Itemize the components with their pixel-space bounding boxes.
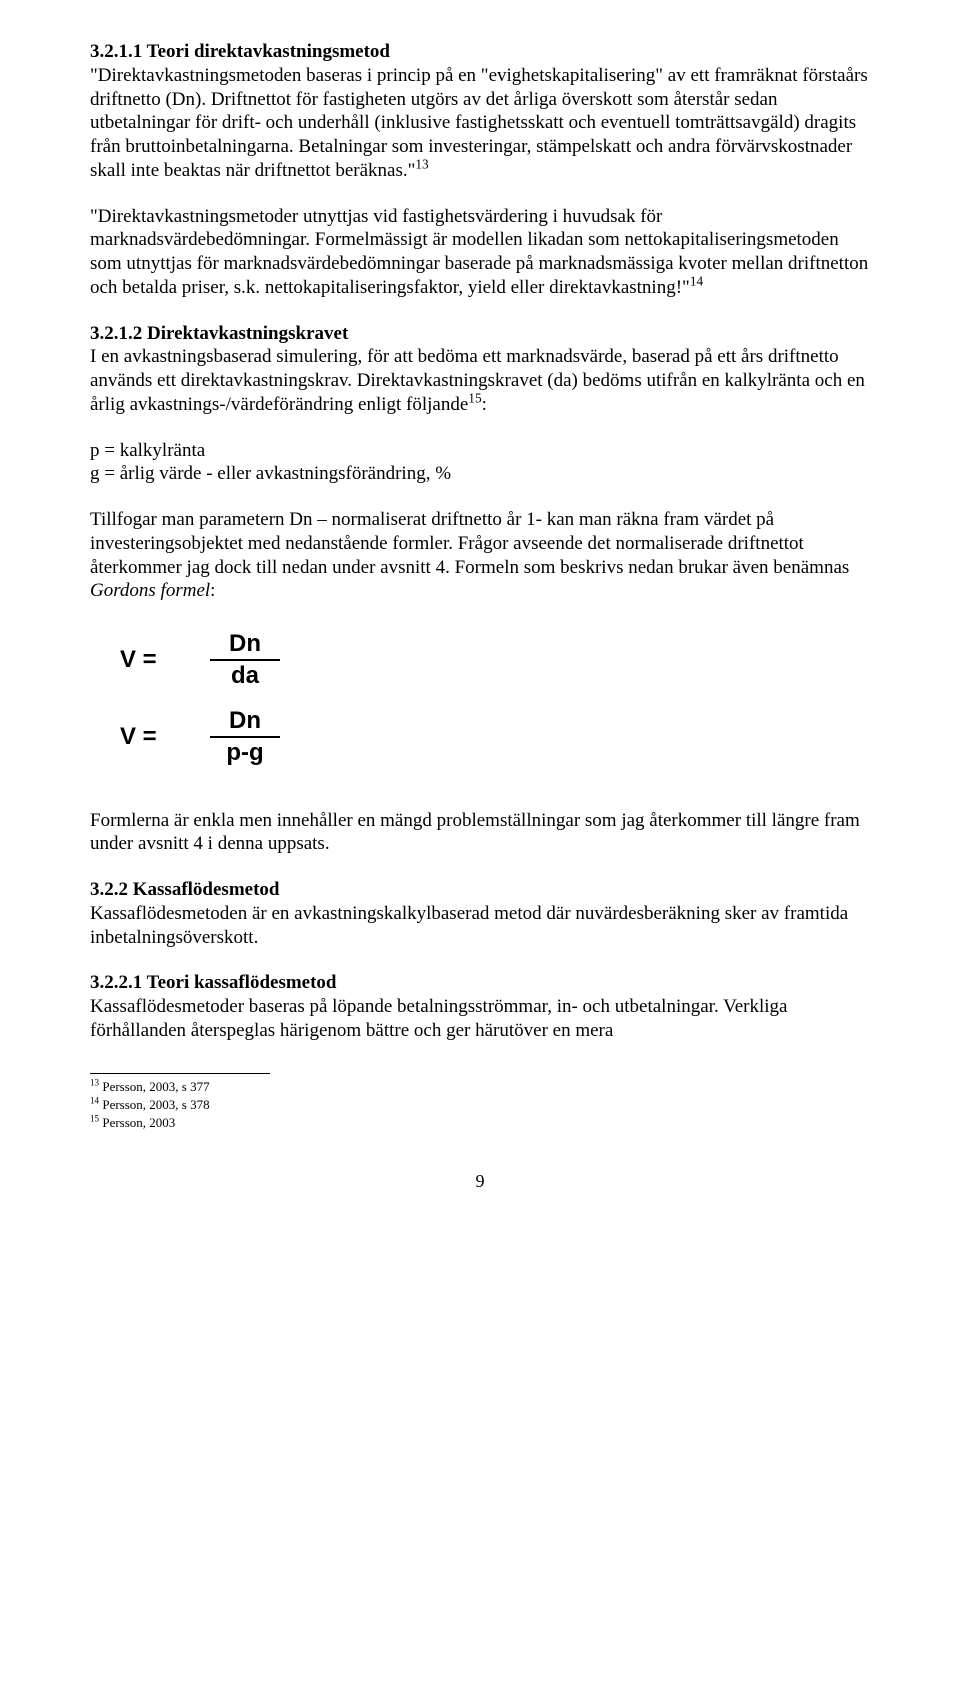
def-p: p = kalkylränta xyxy=(90,439,870,463)
text-italic: Gordons formel xyxy=(90,580,210,601)
formula-fraction: Dn p-g xyxy=(210,708,280,767)
footnote-15: 15 Persson, 2003 xyxy=(90,1114,870,1132)
footnote-14: 14 Persson, 2003, s 378 xyxy=(90,1096,870,1114)
footnote-number: 14 xyxy=(90,1095,99,1105)
text: "Direktavkastningsmetoder utnyttjas vid … xyxy=(90,206,868,298)
text: : xyxy=(210,580,215,601)
formula-block: V = Dn da V = Dn p-g xyxy=(90,631,870,767)
text: : xyxy=(482,394,487,415)
footnote-number: 15 xyxy=(90,1114,99,1124)
formula-lhs: V = xyxy=(90,722,210,752)
para-s1-p2: "Direktavkastningsmetoder utnyttjas vid … xyxy=(90,205,870,300)
formula-2: V = Dn p-g xyxy=(90,708,870,767)
footnote-text: Persson, 2003 xyxy=(102,1115,175,1130)
para-s2-p2: Tillfogar man parametern Dn – normaliser… xyxy=(90,508,870,603)
para-s2-p1: I en avkastningsbaserad simulering, för … xyxy=(90,345,870,416)
page-number: 9 xyxy=(90,1170,870,1193)
para-s4-p1: Kassaflödesmetoden är en avkastningskalk… xyxy=(90,902,870,950)
formula-1: V = Dn da xyxy=(90,631,870,690)
page: 3.2.1.1 Teori direktavkastningsmetod "Di… xyxy=(0,0,960,1243)
footnote-ref-13: 13 xyxy=(415,156,428,171)
formula-fraction: Dn da xyxy=(210,631,280,690)
heading-3-2-2-1: 3.2.2.1 Teori kassaflödesmetod xyxy=(90,971,870,995)
formula-numerator: Dn xyxy=(223,631,267,659)
footnote-ref-14: 14 xyxy=(690,273,703,288)
formula-denominator: p-g xyxy=(210,736,280,766)
footnote-number: 13 xyxy=(90,1077,99,1087)
heading-3-2-1-1: 3.2.1.1 Teori direktavkastningsmetod xyxy=(90,40,870,64)
heading-3-2-2: 3.2.2 Kassaflödesmetod xyxy=(90,878,870,902)
def-g: g = årlig värde - eller avkastningsförän… xyxy=(90,462,870,486)
formula-lhs: V = xyxy=(90,645,210,675)
para-s5-p1: Kassaflödesmetoder baseras på löpande be… xyxy=(90,995,870,1043)
para-s1-p1: "Direktavkastningsmetoden baseras i prin… xyxy=(90,64,870,183)
footnote-text: Persson, 2003, s 378 xyxy=(102,1097,209,1112)
footnote-13: 13 Persson, 2003, s 377 xyxy=(90,1078,870,1096)
heading-3-2-1-2: 3.2.1.2 Direktavkastningskravet xyxy=(90,322,870,346)
footnote-text: Persson, 2003, s 377 xyxy=(102,1079,209,1094)
text: Tillfogar man parametern Dn – normaliser… xyxy=(90,509,849,578)
para-s3-p1: Formlerna är enkla men innehåller en män… xyxy=(90,809,870,857)
formula-numerator: Dn xyxy=(223,708,267,736)
formula-denominator: da xyxy=(210,659,280,689)
footnote-ref-15: 15 xyxy=(468,390,481,405)
footnote-separator xyxy=(90,1073,270,1074)
